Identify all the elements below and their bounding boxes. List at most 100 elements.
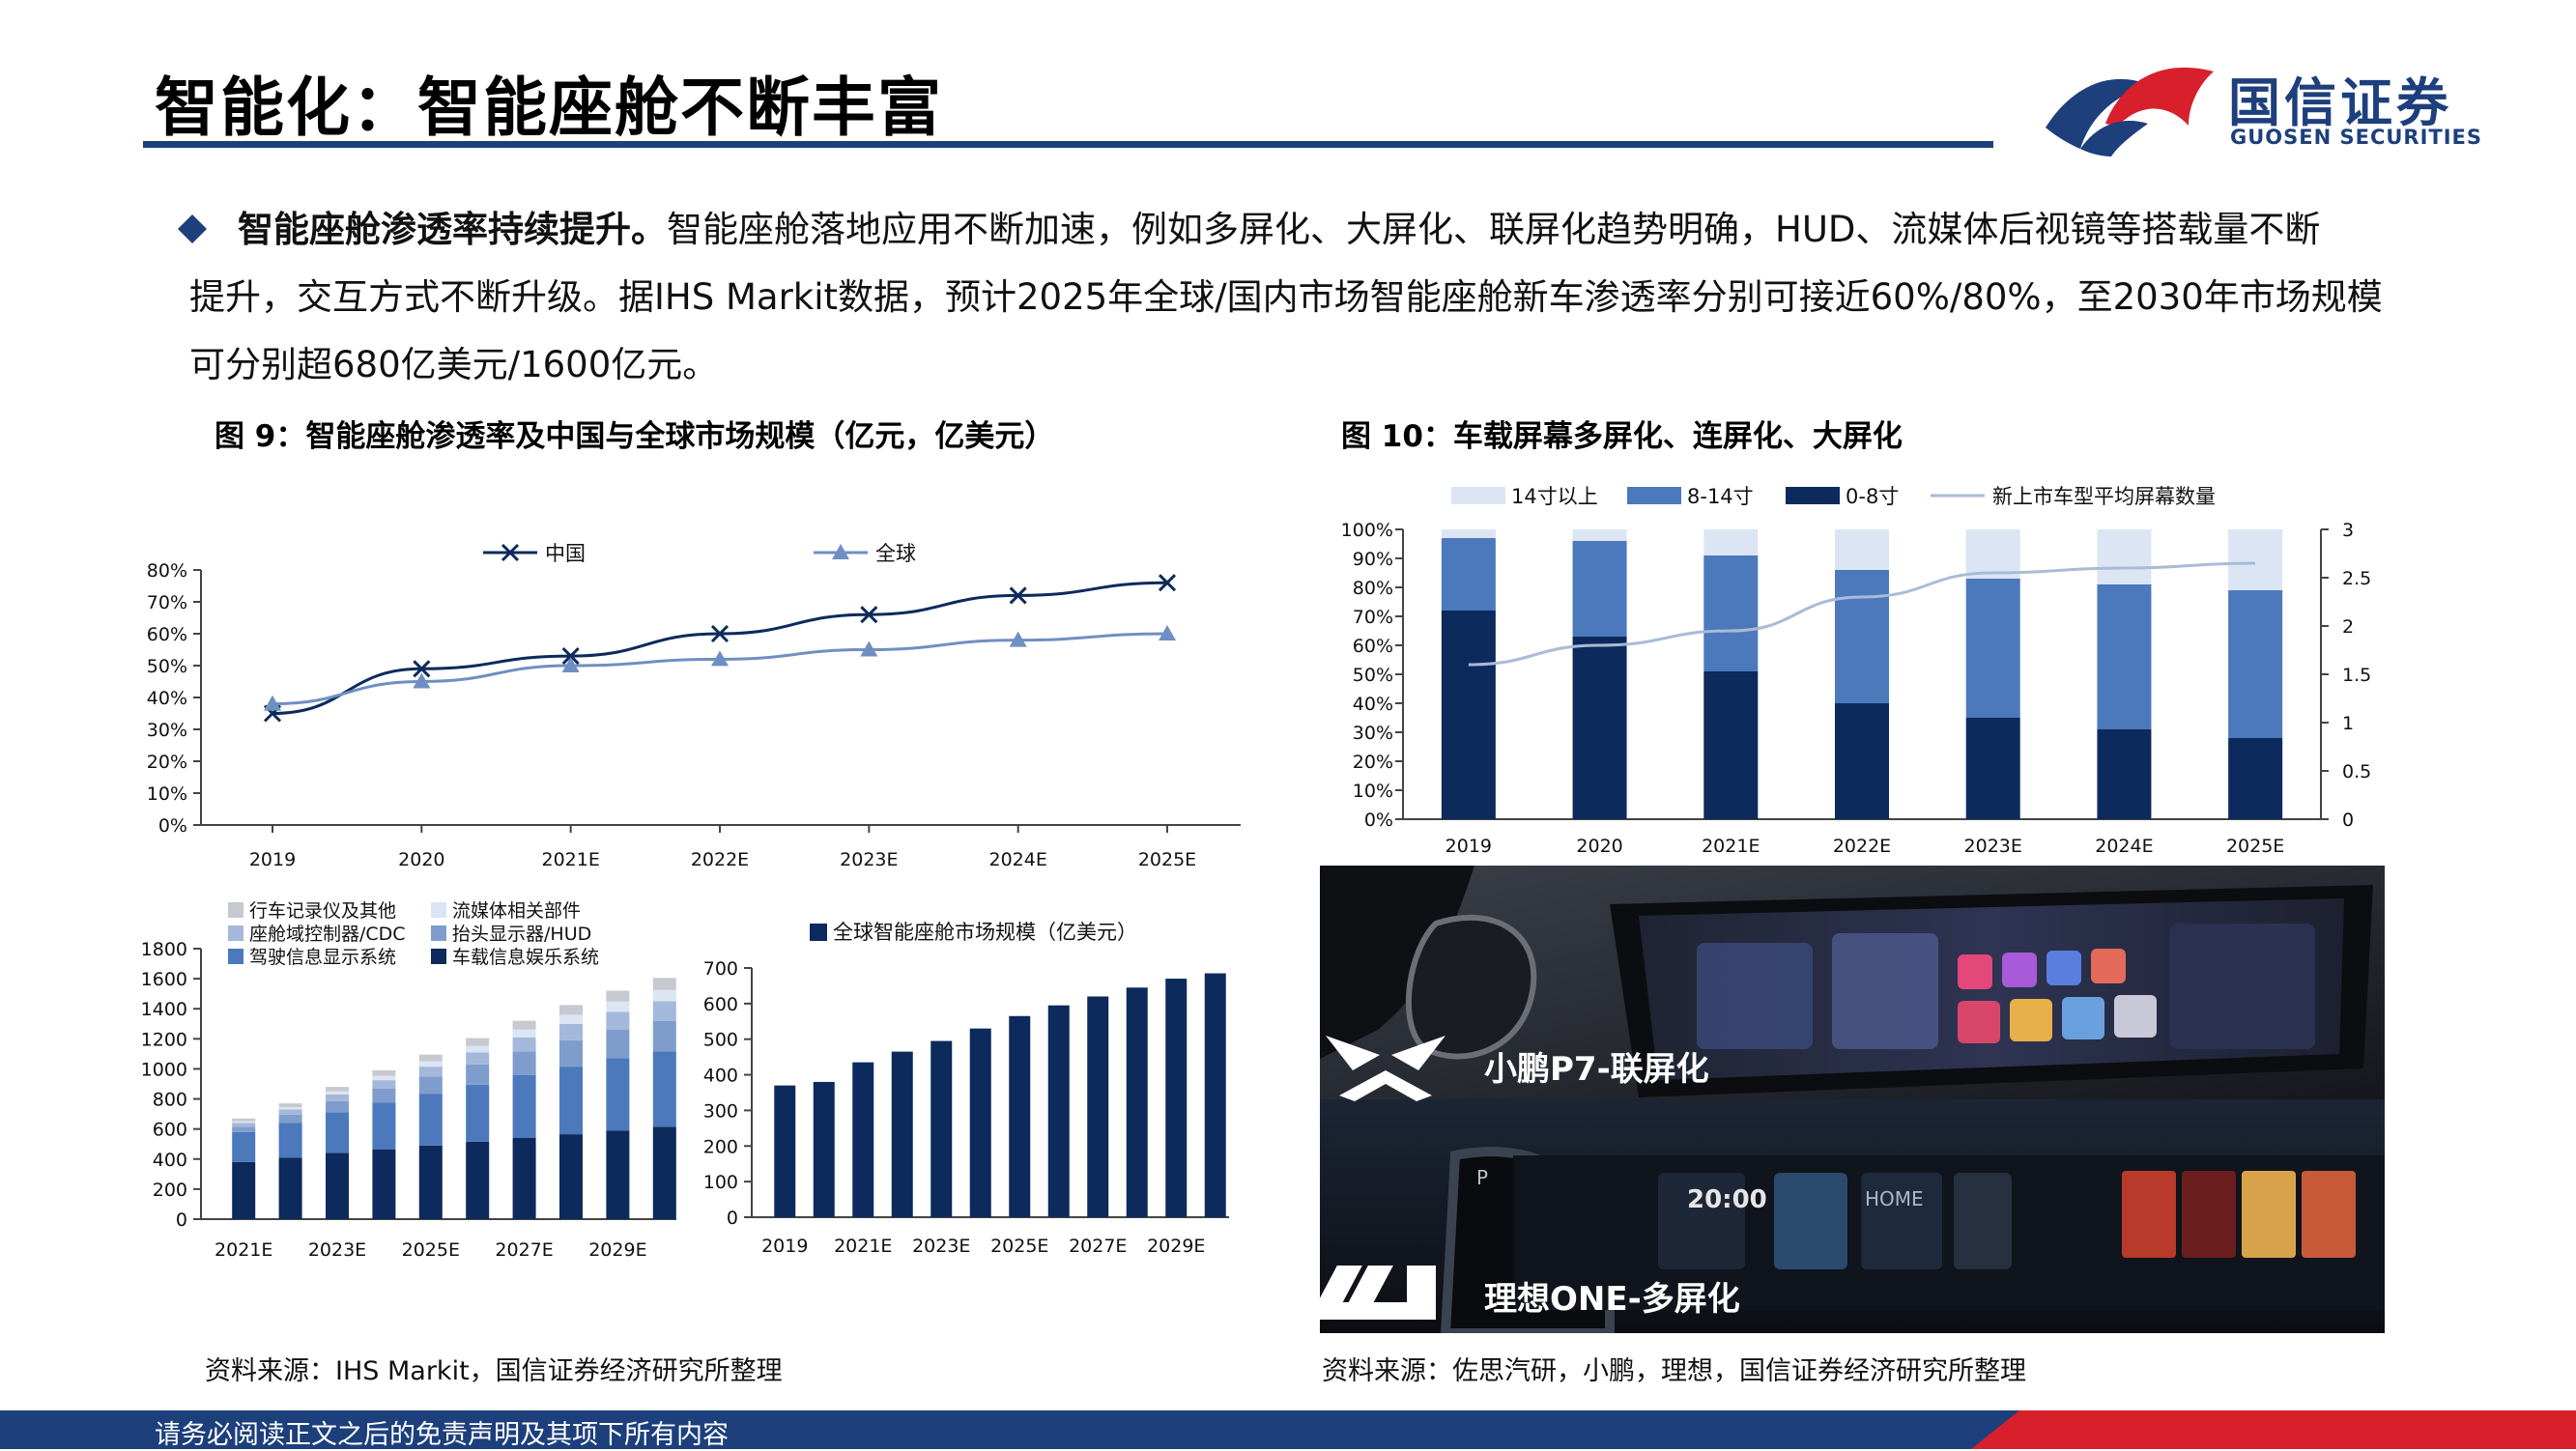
- x-tick-label: 2019: [1445, 836, 1492, 857]
- bar: [1204, 973, 1226, 1217]
- bar-segment: [1703, 529, 1759, 555]
- bar-segment: [2097, 729, 2152, 819]
- x-tick-label: 2021E: [1702, 836, 1760, 857]
- legend-label: 中国: [545, 542, 586, 565]
- bar: [1087, 996, 1109, 1217]
- bar-segment: [1703, 555, 1759, 671]
- x-tick-label: 2025E: [1138, 849, 1196, 870]
- bar-segment: [326, 1087, 349, 1092]
- avg-screen-count-line: [1468, 561, 2256, 667]
- bar-segment: [2097, 584, 2152, 729]
- y2-tick-label: 0.5: [2342, 761, 2371, 782]
- y2-tick-label: 2.5: [2342, 568, 2371, 589]
- x-tick-label: 2023E: [840, 849, 898, 870]
- legend-marker: [832, 544, 849, 559]
- bar-segment: [1965, 529, 2020, 579]
- x-tick-label: 2021E: [834, 1236, 892, 1257]
- y-tick-label: 10%: [1353, 781, 1393, 802]
- bar-segment: [512, 1029, 536, 1038]
- bar-segment: [418, 1061, 443, 1067]
- legend-swatch: [810, 924, 827, 941]
- bar-segment: [326, 1100, 349, 1113]
- footer-bar: [0, 1410, 2576, 1449]
- data-point-x: [710, 624, 730, 643]
- y-tick-label: 1600: [141, 969, 187, 990]
- diamond-bullet-icon: [178, 214, 207, 243]
- legend-swatch: [431, 925, 446, 941]
- bar-segment: [2228, 738, 2283, 819]
- title-rule: [143, 141, 1993, 148]
- bar-segment: [1835, 703, 1889, 819]
- x-tick-label: 2023E: [1964, 836, 2022, 857]
- legend-swatch: [431, 949, 446, 964]
- bar-segment: [2228, 529, 2283, 590]
- y-tick-label: 10%: [147, 783, 187, 805]
- bar-segment: [232, 1118, 256, 1122]
- y-tick-label: 1800: [141, 939, 187, 960]
- bar-segment: [512, 1074, 536, 1138]
- bar-segment: [372, 1149, 396, 1219]
- data-point-triangle: [561, 657, 580, 672]
- y-tick-label: 0%: [158, 815, 187, 837]
- y-tick-label: 60%: [1353, 636, 1393, 657]
- bar-segment: [606, 1058, 630, 1131]
- bar-segment: [559, 1067, 583, 1135]
- bar-segment: [466, 1052, 490, 1065]
- bar-segment: [559, 1134, 583, 1219]
- bar-segment: [606, 1011, 630, 1030]
- y-tick-label: 300: [703, 1100, 738, 1122]
- bar-segment: [466, 1038, 490, 1046]
- x-tick-label: 2020: [398, 849, 444, 870]
- bar-segment: [606, 990, 630, 1002]
- legend-label: 驾驶信息显示系统: [249, 947, 396, 968]
- y-tick-label: 90%: [1353, 549, 1393, 570]
- figure-10-title: 图 10：车载屏幕多屏化、连屏化、大屏化: [1341, 419, 1903, 454]
- bar-segment: [559, 1005, 583, 1015]
- paragraph-lead: 智能座舱渗透率持续提升。: [238, 209, 667, 250]
- bar-segment: [466, 1064, 490, 1085]
- x-tick-label: 2025E: [2226, 836, 2284, 857]
- bar-segment: [652, 1051, 676, 1127]
- bar-segment: [372, 1102, 396, 1150]
- bar: [774, 1085, 796, 1217]
- bar-segment: [559, 1023, 583, 1040]
- x-tick-label: 2027E: [495, 1239, 553, 1261]
- x-tick-label: 2024E: [988, 849, 1046, 870]
- bar-segment: [232, 1131, 256, 1162]
- bar-segment: [606, 1001, 630, 1012]
- y-tick-label: 400: [153, 1150, 187, 1171]
- x-tick-label: 2020: [1576, 836, 1622, 857]
- y-tick-label: 1000: [141, 1059, 187, 1080]
- y-tick-label: 800: [153, 1090, 187, 1111]
- bar-segment: [559, 1039, 583, 1067]
- y-tick-label: 100%: [1341, 520, 1393, 541]
- bar-segment: [278, 1107, 302, 1110]
- bar-segment: [1965, 579, 2020, 718]
- screen-size-stacked-bar-chart: 0% 10% 20% 30% 40% 50% 60% 70% 80% 90% 100% 0 0.5 1 1.…: [1341, 485, 2372, 857]
- bar-segment: [232, 1121, 256, 1124]
- bar-segment: [512, 1037, 536, 1052]
- legend-label: 新上市车型平均屏幕数量: [1992, 485, 2216, 508]
- y-tick-label: 80%: [147, 560, 187, 582]
- y-tick-label: 700: [703, 958, 738, 980]
- bar-segment: [326, 1094, 349, 1101]
- paragraph-line-3: 可分别超680亿美元/1600亿元。: [189, 344, 719, 385]
- bar-segment: [326, 1112, 349, 1153]
- y2-tick-label: 0: [2342, 810, 2354, 831]
- bar-segment: [652, 1020, 676, 1052]
- y-tick-label: 0%: [1364, 810, 1393, 831]
- bar: [1165, 979, 1188, 1217]
- china-market-stacked-bar-chart: 0 200 400 600 800 1000 1200 1400 1600 1800 2021E 20…: [141, 900, 676, 1261]
- y-tick-label: 0: [176, 1209, 187, 1231]
- series-line-1: [272, 581, 1168, 715]
- legend-swatch: [1451, 487, 1505, 504]
- source-note-left: 资料来源：IHS Markit，国信证券经济研究所整理: [205, 1356, 783, 1386]
- x-tick-label: 2022E: [1833, 836, 1891, 857]
- y2-tick-label: 1: [2342, 713, 2354, 734]
- bar-segment: [232, 1123, 256, 1127]
- bar-segment: [326, 1091, 349, 1095]
- bar-segment: [278, 1114, 302, 1124]
- y-tick-label: 70%: [147, 592, 187, 613]
- penetration-line-chart: 0% 10% 20% 30% 40% 50% 60% 70% 80% 2019 2020 2021E 2…: [147, 542, 1241, 870]
- photo-caption-xpeng: 小鹏P7-联屏化: [1484, 1050, 1709, 1089]
